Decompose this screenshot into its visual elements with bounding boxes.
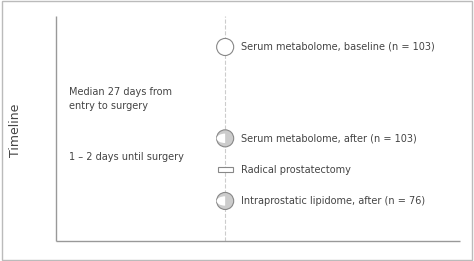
- Text: Serum metabolome, baseline (n = 103): Serum metabolome, baseline (n = 103): [241, 42, 435, 52]
- Ellipse shape: [217, 192, 234, 210]
- Ellipse shape: [217, 38, 234, 56]
- Ellipse shape: [217, 130, 234, 147]
- Text: Intraprostatic lipidome, after (n = 76): Intraprostatic lipidome, after (n = 76): [241, 196, 425, 206]
- Text: Radical prostatectomy: Radical prostatectomy: [241, 165, 351, 175]
- Wedge shape: [217, 134, 225, 143]
- Text: Serum metabolome, after (n = 103): Serum metabolome, after (n = 103): [241, 133, 417, 143]
- Bar: [218, 168, 233, 172]
- Text: Median 27 days from
entry to surgery: Median 27 days from entry to surgery: [69, 87, 172, 111]
- Text: Timeline: Timeline: [9, 104, 22, 157]
- Text: 1 – 2 days until surgery: 1 – 2 days until surgery: [69, 152, 183, 162]
- Wedge shape: [217, 196, 225, 206]
